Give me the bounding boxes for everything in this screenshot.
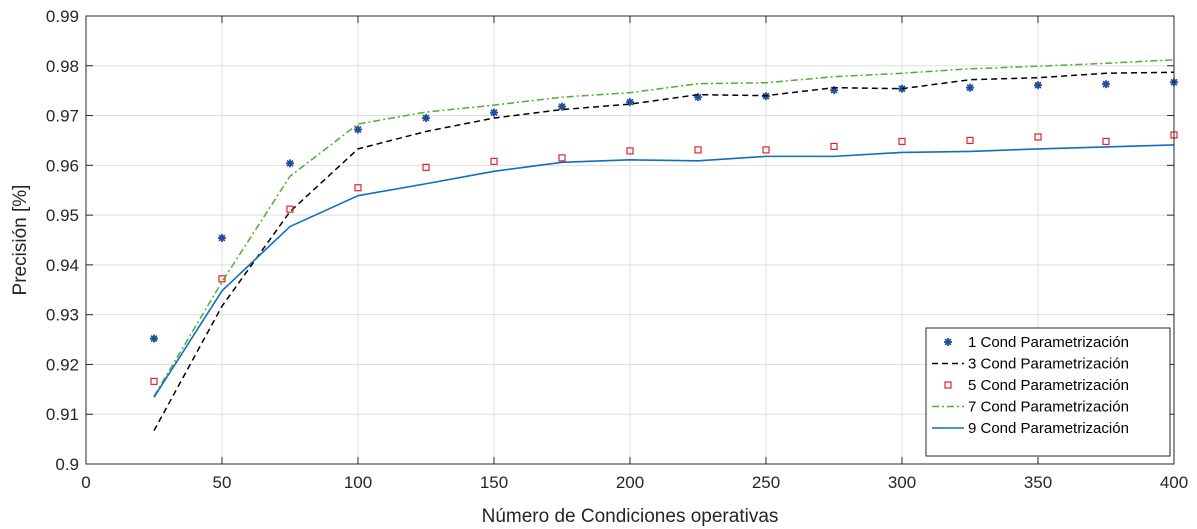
series-2 — [153, 71, 1175, 432]
y-tick-label: 0.97 — [46, 107, 79, 126]
y-tick-label: 0.91 — [46, 405, 79, 424]
data-point — [694, 146, 702, 154]
data-point — [150, 334, 158, 343]
y-tick-label: 0.95 — [46, 206, 79, 225]
axis-ticks: 0 50 100 150 200 250 300 350 400 0.9 0.91 0.92 0.93 0… — [46, 7, 1188, 492]
legend-item: 3 Cond Parametrización — [932, 356, 1129, 373]
data-point — [1034, 133, 1042, 141]
x-tick-label: 300 — [888, 473, 916, 492]
y-tick-label: 0.96 — [46, 156, 79, 175]
x-tick-label: 0 — [81, 473, 90, 492]
data-point — [286, 159, 294, 168]
data-point — [422, 114, 430, 123]
y-tick-label: 0.94 — [46, 256, 79, 275]
x-tick-label: 50 — [213, 473, 232, 492]
data-point — [626, 147, 634, 155]
data-point — [286, 205, 294, 213]
data-point — [422, 163, 430, 171]
x-tick-label: 400 — [1160, 473, 1188, 492]
data-point — [1102, 137, 1110, 146]
data-point — [966, 83, 974, 92]
data-point — [1034, 81, 1042, 90]
data-point — [558, 154, 566, 162]
y-tick-label: 0.93 — [46, 306, 79, 325]
y-tick-label: 0.99 — [46, 7, 79, 26]
data-point — [1102, 80, 1110, 89]
series-line — [153, 71, 1175, 432]
legend-item: 7 Cond Parametrización — [932, 399, 1129, 416]
y-tick-label: 0.9 — [55, 455, 79, 474]
series-line — [153, 144, 1175, 398]
data-point — [150, 377, 158, 385]
data-point — [966, 136, 974, 145]
data-point — [354, 184, 362, 192]
data-point — [218, 234, 226, 243]
legend-item: 9 Cond Parametrización — [932, 420, 1129, 437]
x-tick-label: 150 — [480, 473, 508, 492]
series-layer — [150, 59, 1178, 432]
legend-label: 3 Cond Parametrización — [968, 356, 1129, 373]
series-5 — [153, 144, 1175, 398]
x-axis-title: Número de Condiciones operativas — [482, 506, 779, 527]
legend-label: 9 Cond Parametrización — [968, 420, 1129, 437]
legend-item: 5 Cond Parametrización — [944, 377, 1129, 394]
y-tick-label: 0.92 — [46, 355, 79, 374]
legend-box — [925, 327, 1171, 457]
legend: 1 Cond Parametrización 3 Cond Parametriza… — [925, 327, 1171, 457]
x-tick-label: 200 — [616, 473, 644, 492]
grid — [86, 16, 1174, 464]
legend-label: 1 Cond Parametrización — [968, 334, 1129, 351]
x-tick-label: 100 — [344, 473, 372, 492]
legend-label: 7 Cond Parametrización — [968, 399, 1129, 416]
legend-marker — [944, 381, 952, 389]
y-axis-title: Precisión [%] — [10, 185, 31, 296]
x-tick-label: 250 — [752, 473, 780, 492]
legend-item: 1 Cond Parametrización — [944, 334, 1129, 351]
data-point — [490, 108, 498, 117]
data-point — [898, 137, 906, 146]
y-tick-label: 0.98 — [46, 57, 79, 76]
legend-marker — [944, 338, 952, 346]
legend-label: 5 Cond Parametrización — [968, 377, 1129, 394]
data-point — [558, 102, 566, 111]
series-4 — [153, 59, 1175, 397]
data-point — [218, 275, 226, 283]
series-line — [153, 59, 1175, 397]
x-tick-label: 350 — [1024, 473, 1052, 492]
series-3 — [150, 131, 1178, 385]
data-point — [762, 146, 770, 154]
data-point — [490, 157, 498, 165]
data-point — [830, 142, 838, 151]
data-point — [354, 125, 362, 134]
